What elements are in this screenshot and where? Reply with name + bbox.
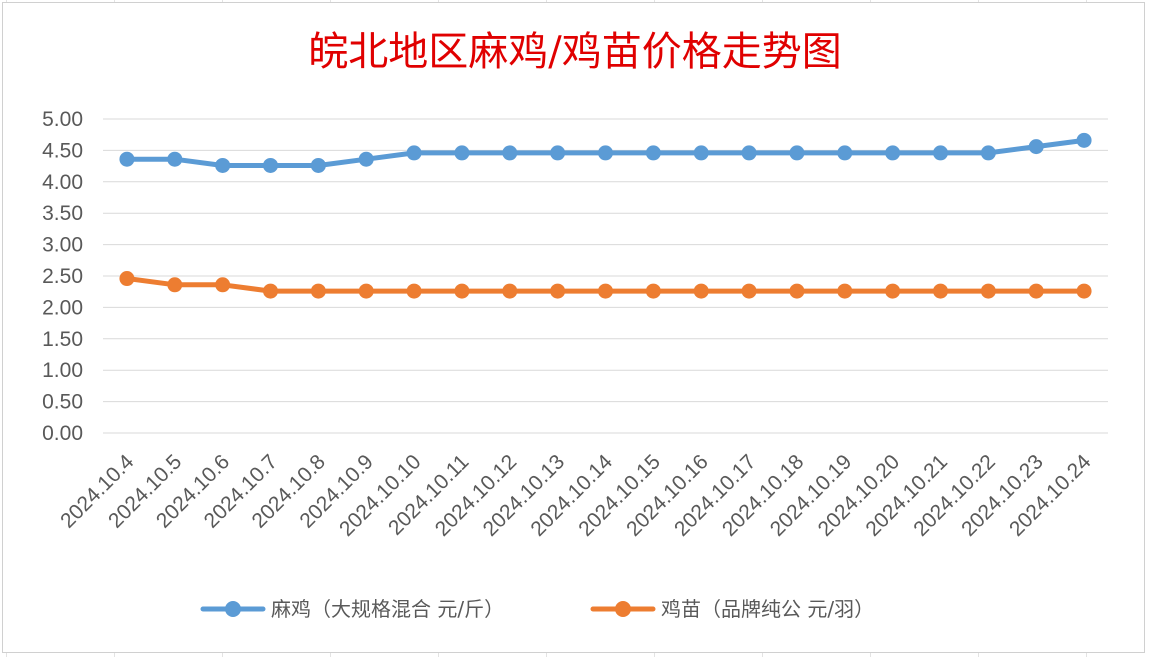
line-chart: 皖北地区麻鸡/鸡苗价格走势图 0.00 0.50 1.00 1.50 2.00 2.50 3… <box>42 29 1108 621</box>
data-point[interactable] <box>933 283 948 299</box>
data-point[interactable] <box>358 283 374 299</box>
data-point[interactable] <box>1076 132 1092 148</box>
data-point[interactable] <box>454 145 470 161</box>
y-tick-label: 2.00 <box>42 296 83 319</box>
series-1[interactable] <box>119 132 1092 173</box>
data-point[interactable] <box>119 151 135 167</box>
data-point[interactable] <box>167 151 183 167</box>
y-tick-label: 4.00 <box>42 171 83 194</box>
data-point[interactable] <box>980 283 996 299</box>
data-point[interactable] <box>1028 283 1044 299</box>
data-point[interactable] <box>693 145 709 161</box>
data-point[interactable] <box>215 277 231 293</box>
data-point[interactable] <box>215 157 231 173</box>
data-point[interactable] <box>598 283 613 299</box>
data-point[interactable] <box>645 283 661 299</box>
data-point[interactable] <box>119 271 135 287</box>
y-tick-label: 4.50 <box>42 139 83 162</box>
data-point[interactable] <box>263 157 278 173</box>
data-point[interactable] <box>933 145 948 161</box>
y-tick-label: 5.00 <box>42 108 83 131</box>
data-point[interactable] <box>885 145 901 161</box>
y-tick-label: 3.00 <box>42 234 83 257</box>
data-point[interactable] <box>741 145 757 161</box>
y-tick-label: 1.00 <box>42 359 83 382</box>
data-point[interactable] <box>837 283 853 299</box>
legend-label: 麻鸡（大规格混合 元/斤） <box>271 597 504 621</box>
data-point[interactable] <box>502 145 518 161</box>
data-point[interactable] <box>167 277 183 293</box>
legend[interactable]: 麻鸡（大规格混合 元/斤） 鸡苗（品牌纯公 元/羽） <box>200 597 874 621</box>
chart-title: 皖北地区麻鸡/鸡苗价格走势图 <box>308 29 841 75</box>
data-point[interactable] <box>789 145 805 161</box>
series-2[interactable] <box>119 271 1092 299</box>
data-point[interactable] <box>693 283 709 299</box>
y-tick-label: 3.50 <box>42 202 83 225</box>
data-point[interactable] <box>837 145 853 161</box>
y-tick-label: 2.50 <box>42 265 83 288</box>
data-point[interactable] <box>885 283 901 299</box>
data-point[interactable] <box>598 145 613 161</box>
data-point[interactable] <box>406 283 422 299</box>
data-point[interactable] <box>550 283 566 299</box>
data-point[interactable] <box>980 145 996 161</box>
y-axis-tick-labels: 0.00 0.50 1.00 1.50 2.00 2.50 3.00 3.50 4.00 4.50… <box>42 108 83 445</box>
series-lines <box>119 132 1092 299</box>
legend-item[interactable]: 麻鸡（大规格混合 元/斤） <box>200 597 504 621</box>
y-tick-label: 1.50 <box>42 328 83 351</box>
x-axis-tick-labels: 2024.10.42024.10.52024.10.62024.10.72024… <box>56 450 1096 541</box>
y-tick-label: 0.00 <box>42 422 83 445</box>
data-point[interactable] <box>406 145 422 161</box>
data-point[interactable] <box>550 145 566 161</box>
data-point[interactable] <box>789 283 805 299</box>
legend-label: 鸡苗（品牌纯公 元/羽） <box>661 597 874 621</box>
data-point[interactable] <box>1076 283 1092 299</box>
legend-marker-swatch <box>615 601 631 617</box>
data-point[interactable] <box>741 283 757 299</box>
data-point[interactable] <box>310 157 326 173</box>
data-point[interactable] <box>454 283 470 299</box>
data-point[interactable] <box>1028 139 1044 155</box>
data-point[interactable] <box>502 283 518 299</box>
legend-item[interactable]: 鸡苗（品牌纯公 元/羽） <box>590 597 874 621</box>
data-point[interactable] <box>310 283 326 299</box>
y-tick-label: 0.50 <box>42 391 83 414</box>
legend-marker-swatch <box>225 601 241 617</box>
data-point[interactable] <box>645 145 661 161</box>
data-point[interactable] <box>263 283 278 299</box>
data-point[interactable] <box>358 151 374 167</box>
